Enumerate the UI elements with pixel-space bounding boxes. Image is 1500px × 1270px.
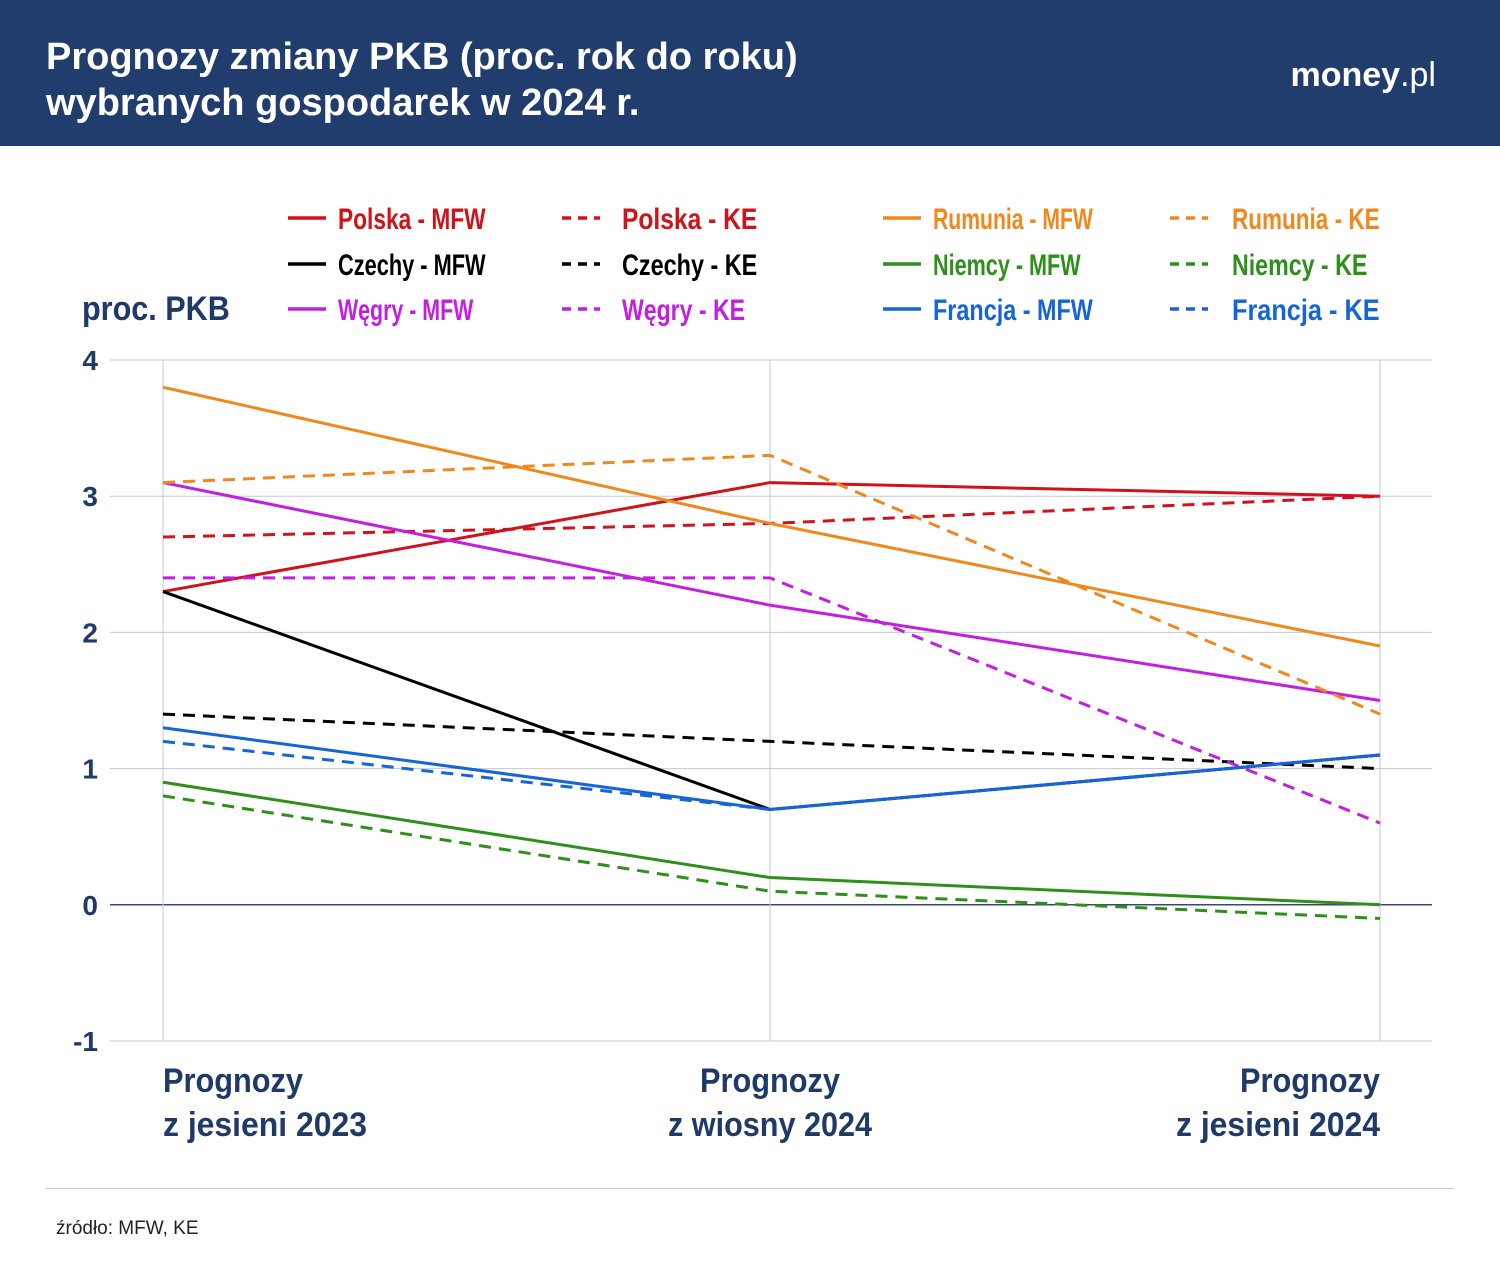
y-tick-label: 1 xyxy=(82,754,98,785)
legend-label: Węgry - MFW xyxy=(338,294,474,327)
series-line-polska-mfw xyxy=(162,481,1381,594)
legend-label: Niemcy - KE xyxy=(1232,249,1367,282)
source-note: źródło: MFW, KE xyxy=(56,1218,199,1239)
y-tick-label: 4 xyxy=(82,345,98,376)
legend-label: Francja - MFW xyxy=(933,294,1093,327)
legend-label: Polska - MFW xyxy=(338,203,486,236)
y-tick-label: 3 xyxy=(82,481,98,512)
series-line-węgry-ke xyxy=(163,576,1381,825)
y-tick-label: 2 xyxy=(82,617,98,648)
legend-label: Niemcy - MFW xyxy=(933,249,1081,282)
logo-suffix: .pl xyxy=(1400,56,1436,94)
series-line-francja-ke xyxy=(162,739,1381,811)
title-line-1: Prognozy zmiany PKB (proc. rok do roku) xyxy=(46,36,798,78)
series-line-niemcy-ke xyxy=(162,794,1381,920)
x-tick-label: z jesieni 2023 xyxy=(163,1106,367,1144)
series-line-polska-ke xyxy=(162,494,1381,539)
divider xyxy=(46,1188,1454,1189)
money-pl-logo: money.pl xyxy=(1290,56,1436,95)
series-line-czechy-ke xyxy=(162,712,1381,771)
x-tick-label: Prognozy xyxy=(1240,1062,1380,1100)
legend-label: Francja - KE xyxy=(1232,294,1380,327)
title-line-2: wybranych gospodarek w 2024 r. xyxy=(46,82,640,124)
header: Prognozy zmiany PKB (proc. rok do roku) … xyxy=(0,0,1500,146)
logo-main: money xyxy=(1290,56,1401,94)
series-line-rumunia-ke xyxy=(162,453,1381,716)
legend-label: Polska - KE xyxy=(622,203,757,236)
x-tick-label: Prognozy xyxy=(700,1062,840,1100)
legend-label: Czechy - KE xyxy=(622,249,757,282)
legend-label: Węgry - KE xyxy=(622,294,745,327)
line-chart: 4 3 2 1 0 -1 proc. PKB Prognozy z jesieni 2023 Pr… xyxy=(73,203,1432,1144)
y-tick-label: -1 xyxy=(73,1026,98,1057)
x-tick-label: z wiosny 2024 xyxy=(668,1106,872,1144)
legend-label: Rumunia - KE xyxy=(1232,203,1380,236)
legend-label: Rumunia - MFW xyxy=(933,203,1093,236)
y-axis-label: proc. PKB xyxy=(82,290,230,328)
series-line-niemcy-mfw xyxy=(162,780,1381,907)
series-line-czechy-mfw xyxy=(162,590,1381,811)
y-tick-label: 0 xyxy=(82,890,98,921)
chart-title: Prognozy zmiany PKB (proc. rok do roku) … xyxy=(46,34,798,126)
x-tick-label: Prognozy xyxy=(163,1062,303,1100)
legend-label: Czechy - MFW xyxy=(338,249,486,282)
series-line-rumunia-mfw xyxy=(162,385,1381,648)
x-tick-label: z jesieni 2024 xyxy=(1176,1106,1380,1144)
series-line-węgry-mfw xyxy=(162,481,1381,702)
